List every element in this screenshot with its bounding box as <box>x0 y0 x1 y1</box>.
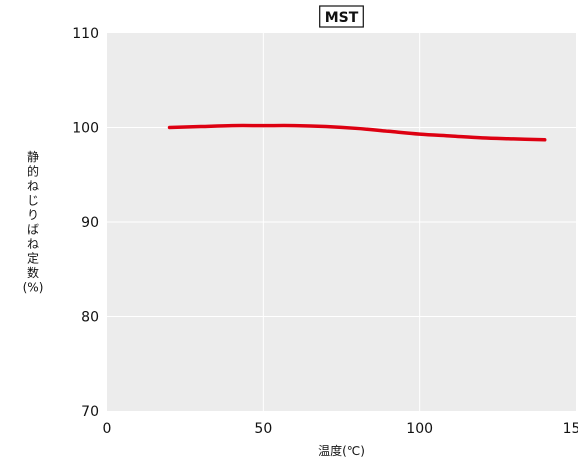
y-tick-label: 80 <box>81 310 99 326</box>
tick-labels: 0 50 100 150 70 80 90 100 110 <box>72 26 578 437</box>
x-tick-label: 50 <box>254 421 272 437</box>
y-axis-title: 静 的 ね じ り ば ね 定 数 (%) <box>23 150 44 294</box>
y-axis-char: じ <box>27 193 39 207</box>
grid <box>107 33 576 411</box>
y-axis-char: り <box>27 208 39 222</box>
x-tick-label: 100 <box>406 421 433 437</box>
chart-title: MST <box>325 10 359 26</box>
y-tick-label: 110 <box>72 26 99 42</box>
x-tick-label: 150 <box>563 421 578 437</box>
y-axis-char: 的 <box>27 163 39 178</box>
y-axis-char: 数 <box>27 265 39 280</box>
y-tick-label: 100 <box>72 121 99 137</box>
x-axis-title: 温度(℃) <box>318 443 365 458</box>
y-axis-char: (%) <box>23 280 44 294</box>
y-axis-char: ね <box>27 237 39 251</box>
y-axis-char: ね <box>27 179 39 193</box>
y-axis-char: 定 <box>27 250 39 265</box>
y-tick-label: 70 <box>81 404 99 420</box>
y-axis-char: 静 <box>27 150 39 164</box>
title-box <box>319 5 364 28</box>
y-tick-label: 90 <box>81 215 99 231</box>
series-line <box>167 123 547 142</box>
x-tick-label: 0 <box>103 421 112 437</box>
y-axis-char: ば <box>27 222 39 236</box>
series-layer <box>167 123 547 142</box>
